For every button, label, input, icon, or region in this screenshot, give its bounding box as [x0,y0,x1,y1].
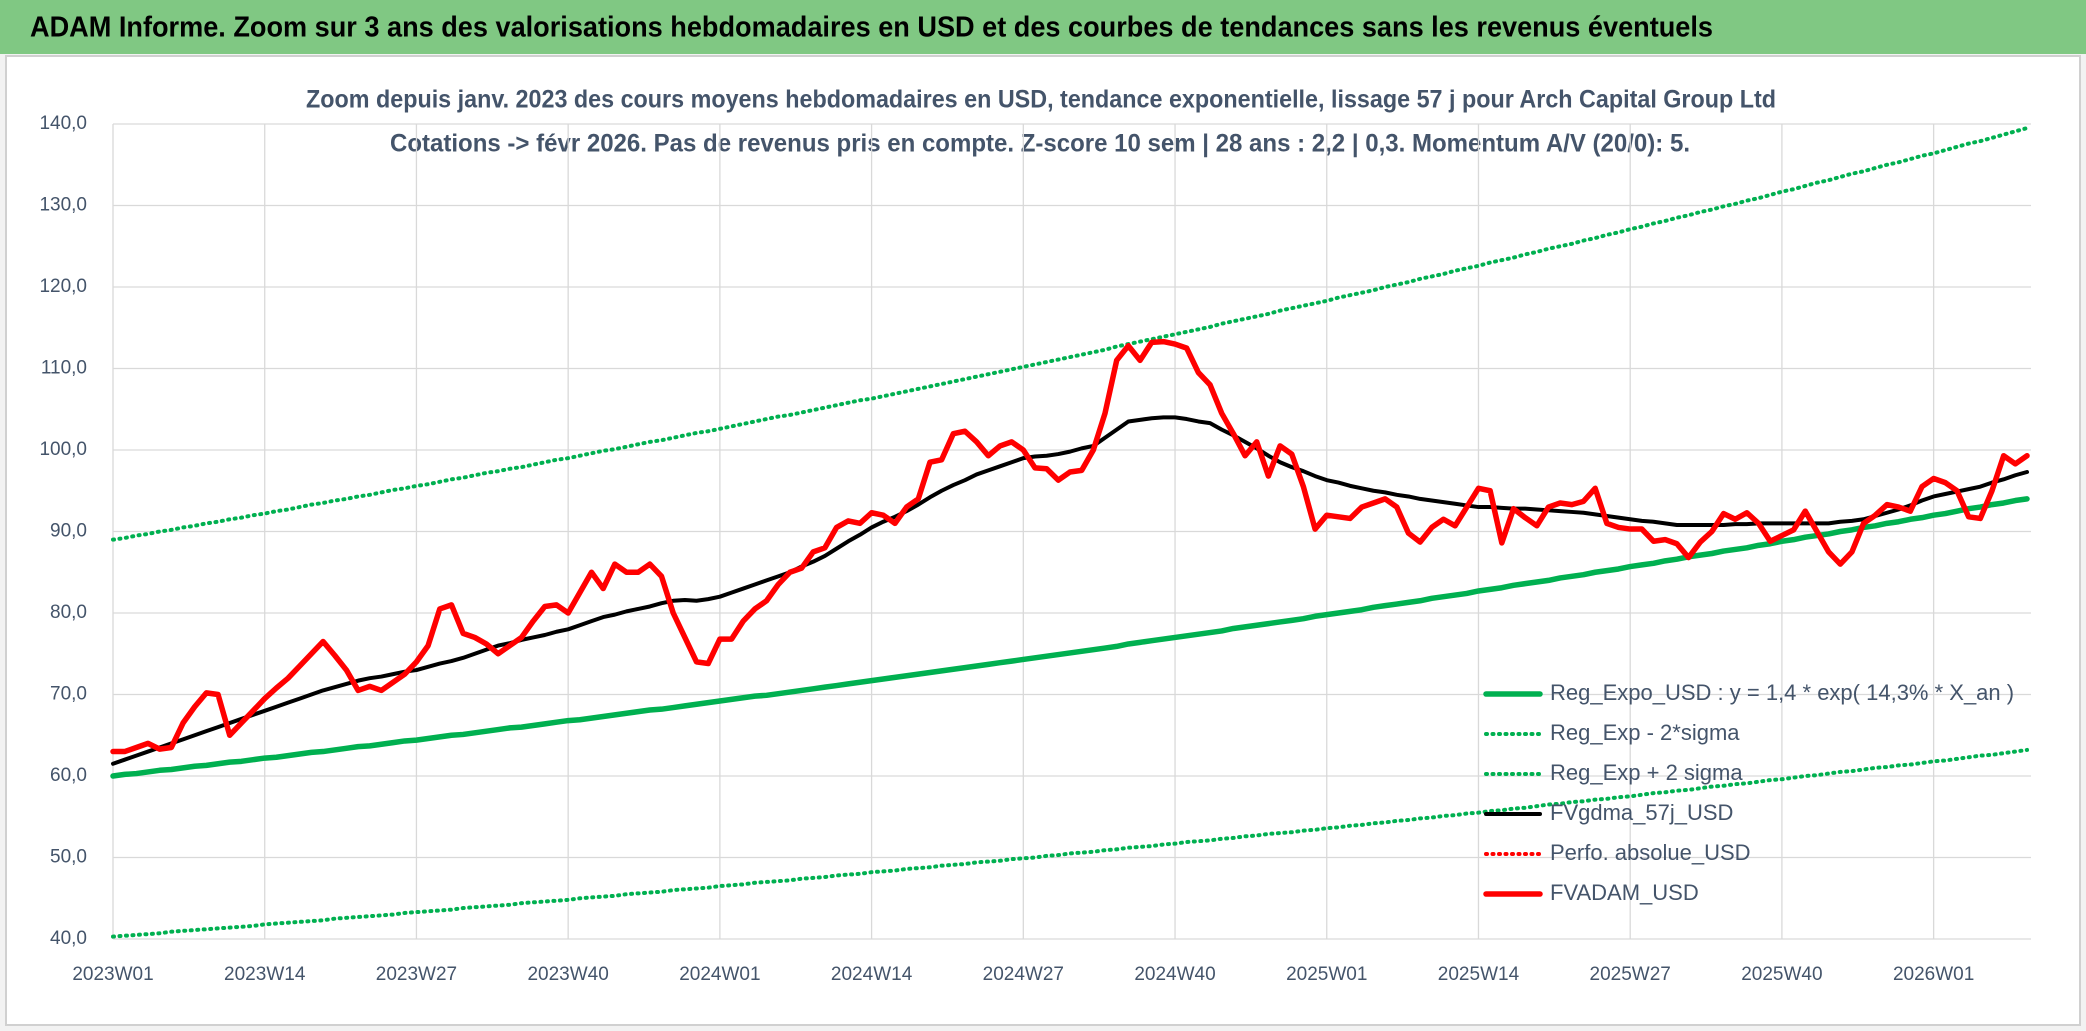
series-lines [110,126,2030,939]
y-tick-label: 130,0 [39,195,87,216]
series-line [111,747,2029,939]
y-tick-label: 110,0 [41,358,87,379]
series-line [111,126,2029,542]
chart-title: Zoom depuis janv. 2023 des cours moyens … [306,86,1776,114]
y-tick-label: 60,0 [50,765,87,786]
legend-label: Reg_Expo_USD : y = 1,4 * exp( 14,3% * X_… [1550,680,2014,705]
x-tick-label: 2025W14 [1438,964,1520,985]
x-tick-label: 2024W14 [831,964,913,985]
banner-title: ADAM Informe. Zoom sur 3 ans des valoris… [30,12,1713,44]
x-tick-label: 2024W27 [983,964,1064,985]
y-tick-label: 70,0 [50,684,87,705]
legend-label: Reg_Exp + 2 sigma [1550,760,1743,785]
y-tick-label: 120,0 [39,276,87,297]
legend: Reg_Expo_USD : y = 1,4 * exp( 14,3% * X_… [1483,680,2014,905]
legend-label: FVgdma_57j_USD [1550,800,1733,825]
x-tick-label: 2023W27 [376,964,457,985]
y-tick-label: 40,0 [50,928,87,949]
x-tick-label: 2023W40 [527,964,608,985]
series-line [110,338,2030,755]
y-tick-label: 100,0 [39,439,87,460]
x-tick-label: 2024W40 [1134,964,1215,985]
chart-area [5,55,2081,1026]
y-tick-label: 80,0 [50,602,87,623]
series-line [110,496,2030,779]
y-tick-label: 90,0 [50,521,87,542]
legend-label: Reg_Exp - 2*sigma [1550,720,1740,745]
x-tick-label: 2023W01 [72,964,153,985]
x-tick-label: 2026W01 [1893,964,1974,985]
x-tick-label: 2025W27 [1590,964,1671,985]
x-tick-label: 2025W40 [1741,964,1822,985]
x-tick-label: 2025W01 [1286,964,1367,985]
chart-subtitle: Cotations -> févr 2026. Pas de revenus p… [390,130,1690,158]
y-tick-label: 50,0 [50,847,87,868]
x-tick-label: 2024W01 [679,964,760,985]
x-tick-label: 2023W14 [224,964,306,985]
series-line [111,415,2029,766]
legend-label: FVADAM_USD [1550,880,1699,905]
y-tick-label: 140,0 [39,113,87,134]
banner [0,0,2086,54]
legend-label: Perfo. absolue_USD [1550,840,1751,865]
